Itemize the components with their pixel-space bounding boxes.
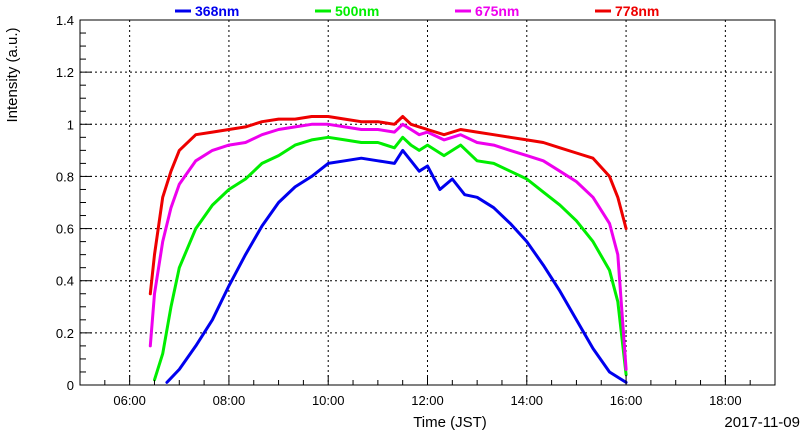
legend-label: 500nm bbox=[335, 3, 379, 19]
x-tick-label: 06:00 bbox=[113, 393, 146, 408]
x-axis-ticks: 06:00 08:00 10:00 12:00 14:00 16:00 18:00 bbox=[79, 375, 776, 408]
series-line-368nm bbox=[165, 148, 628, 384]
x-tick-label: 14:00 bbox=[511, 393, 544, 408]
legend: 368nm 500nm 675nm 778nm bbox=[175, 3, 659, 19]
y-tick-label: 1.4 bbox=[56, 13, 74, 28]
y-tick-label: 0 bbox=[67, 378, 74, 393]
y-axis-label: Intensity (a.u.) bbox=[4, 27, 21, 122]
series-line-675nm bbox=[148, 122, 628, 371]
x-tick-label: 08:00 bbox=[213, 393, 246, 408]
y-tick-label: 0.2 bbox=[56, 326, 74, 341]
y-axis-ticks: 0 0.2 0.4 0.6 0.8 1 1.2 1.4 bbox=[56, 13, 92, 393]
series-line-778nm bbox=[148, 115, 628, 296]
y-tick-label: 0.6 bbox=[56, 222, 74, 237]
x-tick-label: 12:00 bbox=[411, 393, 444, 408]
y-tick-label: 1.2 bbox=[56, 65, 74, 80]
legend-label: 778nm bbox=[615, 3, 659, 19]
grid bbox=[80, 20, 775, 385]
x-tick-label: 18:00 bbox=[709, 393, 742, 408]
legend-label: 368nm bbox=[195, 3, 239, 19]
date-label: 2017-11-09 bbox=[724, 414, 800, 431]
y-tick-label: 0.8 bbox=[56, 169, 74, 184]
y-tick-label: 0.4 bbox=[56, 274, 74, 289]
x-tick-label: 16:00 bbox=[610, 393, 643, 408]
legend-label: 675nm bbox=[475, 3, 519, 19]
series-line-500nm bbox=[153, 135, 628, 382]
series-lines bbox=[148, 115, 628, 384]
x-axis-label: Time (JST) bbox=[413, 414, 487, 431]
x-tick-label: 10:00 bbox=[312, 393, 345, 408]
y-tick-label: 1 bbox=[67, 117, 74, 132]
